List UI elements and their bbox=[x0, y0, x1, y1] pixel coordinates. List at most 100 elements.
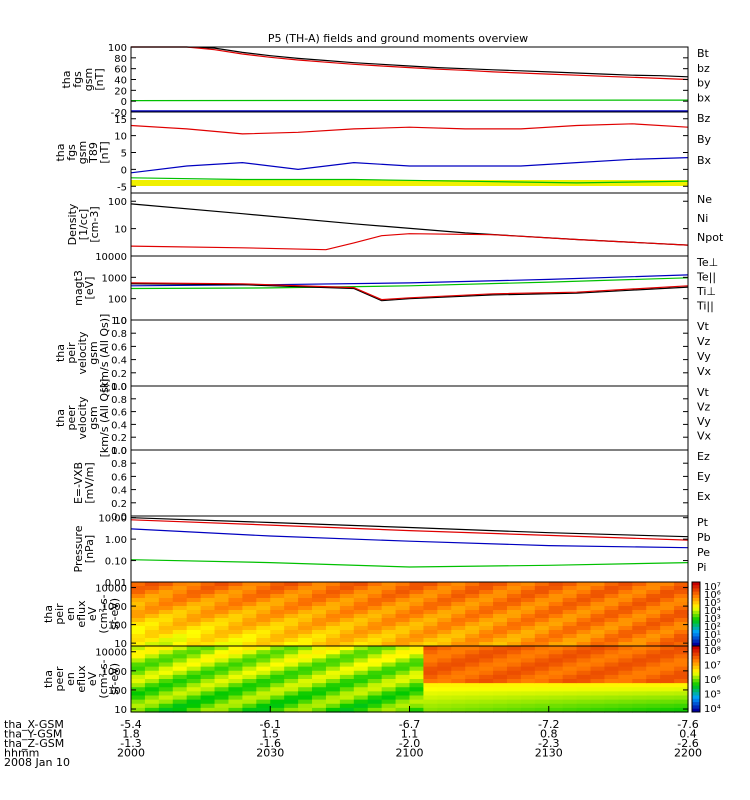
heatmap-cell bbox=[256, 630, 271, 635]
heatmap-cell bbox=[381, 662, 397, 668]
heatmap-cell bbox=[186, 630, 202, 635]
heatmap-cell bbox=[256, 703, 271, 709]
heatmap-cell bbox=[186, 642, 202, 647]
heatmap-cell bbox=[562, 614, 578, 619]
heatmap-cell bbox=[618, 594, 633, 599]
heatmap-cell bbox=[381, 642, 397, 647]
heatmap-cell bbox=[646, 582, 661, 587]
heatmap-cell bbox=[562, 590, 578, 595]
heatmap-cell bbox=[493, 666, 508, 672]
heatmap-cell bbox=[312, 662, 327, 668]
heatmap-cell bbox=[353, 674, 369, 680]
heatmap-cell bbox=[576, 626, 592, 631]
heatmap-cell bbox=[674, 683, 689, 688]
heatmap-cell bbox=[312, 614, 327, 619]
heatmap-cell bbox=[562, 586, 578, 591]
heatmap-cell bbox=[172, 707, 188, 713]
heatmap-cell bbox=[270, 642, 285, 647]
heatmap-cell bbox=[493, 606, 508, 611]
series-line-te bbox=[130, 282, 689, 301]
heatmap-cell bbox=[423, 691, 438, 697]
heatmap-cell bbox=[242, 594, 257, 599]
heatmap-cell bbox=[270, 666, 285, 672]
heatmap-cell bbox=[674, 666, 689, 672]
heatmap-cell bbox=[604, 666, 619, 672]
heatmap-cell bbox=[367, 590, 383, 595]
colorbar-cell bbox=[692, 708, 700, 713]
heatmap-cell bbox=[409, 666, 425, 672]
heatmap-cell bbox=[618, 662, 633, 668]
heatmap-cell bbox=[172, 606, 188, 611]
heatmap-cell bbox=[158, 642, 174, 647]
heatmap-cell bbox=[144, 666, 160, 672]
y-axis-label-line: fgs bbox=[71, 71, 84, 88]
heatmap-cell bbox=[451, 610, 466, 615]
heatmap-cell bbox=[562, 691, 578, 697]
y-axis-label-line: [1/cc] bbox=[77, 209, 90, 240]
heatmap-cell bbox=[660, 638, 675, 643]
heatmap-cell bbox=[437, 606, 452, 611]
heatmap-cell bbox=[242, 707, 257, 713]
heatmap-cell bbox=[325, 658, 341, 664]
heatmap-cell bbox=[256, 695, 271, 701]
heatmap-cell bbox=[548, 586, 564, 591]
heatmap-cell bbox=[395, 626, 411, 631]
heatmap-cell bbox=[312, 630, 327, 635]
heatmap-cell bbox=[242, 590, 257, 595]
heatmap-cell bbox=[534, 630, 550, 635]
heatmap-cell bbox=[632, 638, 647, 643]
heatmap-cell bbox=[590, 594, 606, 599]
colorbar-cell bbox=[692, 665, 700, 670]
heatmap-cell bbox=[228, 674, 243, 680]
heatmap-cell bbox=[576, 594, 592, 599]
heatmap-cell bbox=[493, 642, 508, 647]
heatmap-cell bbox=[367, 707, 383, 713]
heatmap-cell bbox=[465, 634, 480, 639]
heatmap-cell bbox=[256, 594, 271, 599]
heatmap-cell bbox=[660, 658, 675, 664]
heatmap-cell bbox=[451, 594, 466, 599]
heatmap-cell bbox=[284, 610, 299, 615]
heatmap-cell bbox=[131, 650, 146, 655]
heatmap-cell bbox=[298, 679, 313, 684]
y-axis-label-line: [nT] bbox=[98, 141, 111, 163]
heatmap-cell bbox=[520, 590, 536, 595]
heatmap-cell bbox=[200, 687, 216, 692]
legend-entry: bz bbox=[697, 62, 710, 75]
heatmap-cell bbox=[604, 691, 619, 697]
heatmap-cell bbox=[158, 650, 174, 655]
heatmap-cell bbox=[186, 638, 202, 643]
heatmap-cell bbox=[242, 699, 257, 705]
heatmap-cell bbox=[353, 626, 369, 631]
heatmap-cell bbox=[158, 691, 174, 697]
heatmap-cell bbox=[284, 618, 299, 623]
heatmap-cell bbox=[674, 586, 689, 591]
heatmap-cell bbox=[228, 666, 243, 672]
heatmap-cell bbox=[493, 699, 508, 705]
heatmap-cell bbox=[214, 666, 230, 672]
heatmap-cell bbox=[618, 622, 633, 627]
heatmap-cell bbox=[172, 683, 188, 688]
heatmap-cell bbox=[493, 630, 508, 635]
x-axis-value: 2100 bbox=[396, 747, 424, 760]
heatmap-cell bbox=[284, 646, 299, 651]
heatmap-cell bbox=[270, 614, 285, 619]
heatmap-cell bbox=[646, 590, 661, 595]
heatmap-cell bbox=[493, 703, 508, 709]
heatmap-cell bbox=[172, 630, 188, 635]
heatmap-cell bbox=[562, 674, 578, 680]
heatmap-cell bbox=[228, 646, 243, 651]
heatmap-cell bbox=[479, 602, 494, 607]
heatmap-cell bbox=[298, 618, 313, 623]
heatmap-cell bbox=[131, 687, 146, 692]
heatmap-cell bbox=[339, 598, 355, 603]
heatmap-cell bbox=[548, 606, 564, 611]
heatmap-cell bbox=[562, 699, 578, 705]
heatmap-cell bbox=[465, 703, 480, 709]
heatmap-cell bbox=[186, 606, 202, 611]
heatmap-cell bbox=[548, 598, 564, 603]
heatmap-cell bbox=[646, 594, 661, 599]
